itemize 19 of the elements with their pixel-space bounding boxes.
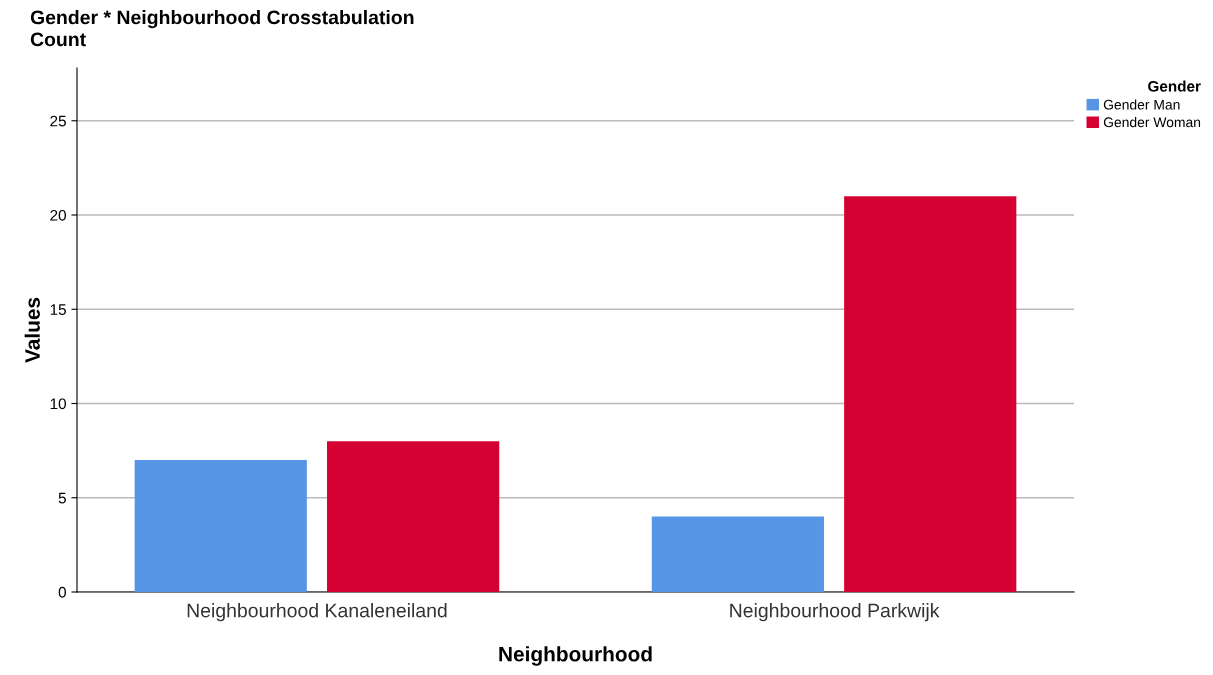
y-tick-label: 25 [50, 115, 66, 127]
y-tick-label: 0 [58, 586, 66, 598]
y-tick-label: 15 [50, 304, 66, 315]
bar [327, 441, 500, 592]
bar [844, 196, 1017, 592]
legend-label: Gender Man [1103, 99, 1180, 110]
legend-title: Gender [1148, 80, 1201, 92]
y-tick-label: 10 [50, 398, 66, 410]
bar [651, 516, 824, 592]
legend-label: Gender Woman [1103, 117, 1201, 128]
chart-subtitle: Count [30, 32, 86, 47]
bar [134, 460, 307, 592]
x-tick-label: Neighbourhood Kanaleneiland [187, 603, 447, 622]
x-axis-title: Neighbourhood [499, 646, 652, 666]
y-tick-label: 20 [50, 209, 66, 221]
y-axis-title: Values [24, 297, 40, 363]
x-tick-label: Neighbourhood Parkwijk [730, 603, 940, 622]
y-tick-label: 5 [58, 492, 66, 504]
chart-title: Gender * Neighbourhood Crosstabulation [30, 10, 414, 29]
